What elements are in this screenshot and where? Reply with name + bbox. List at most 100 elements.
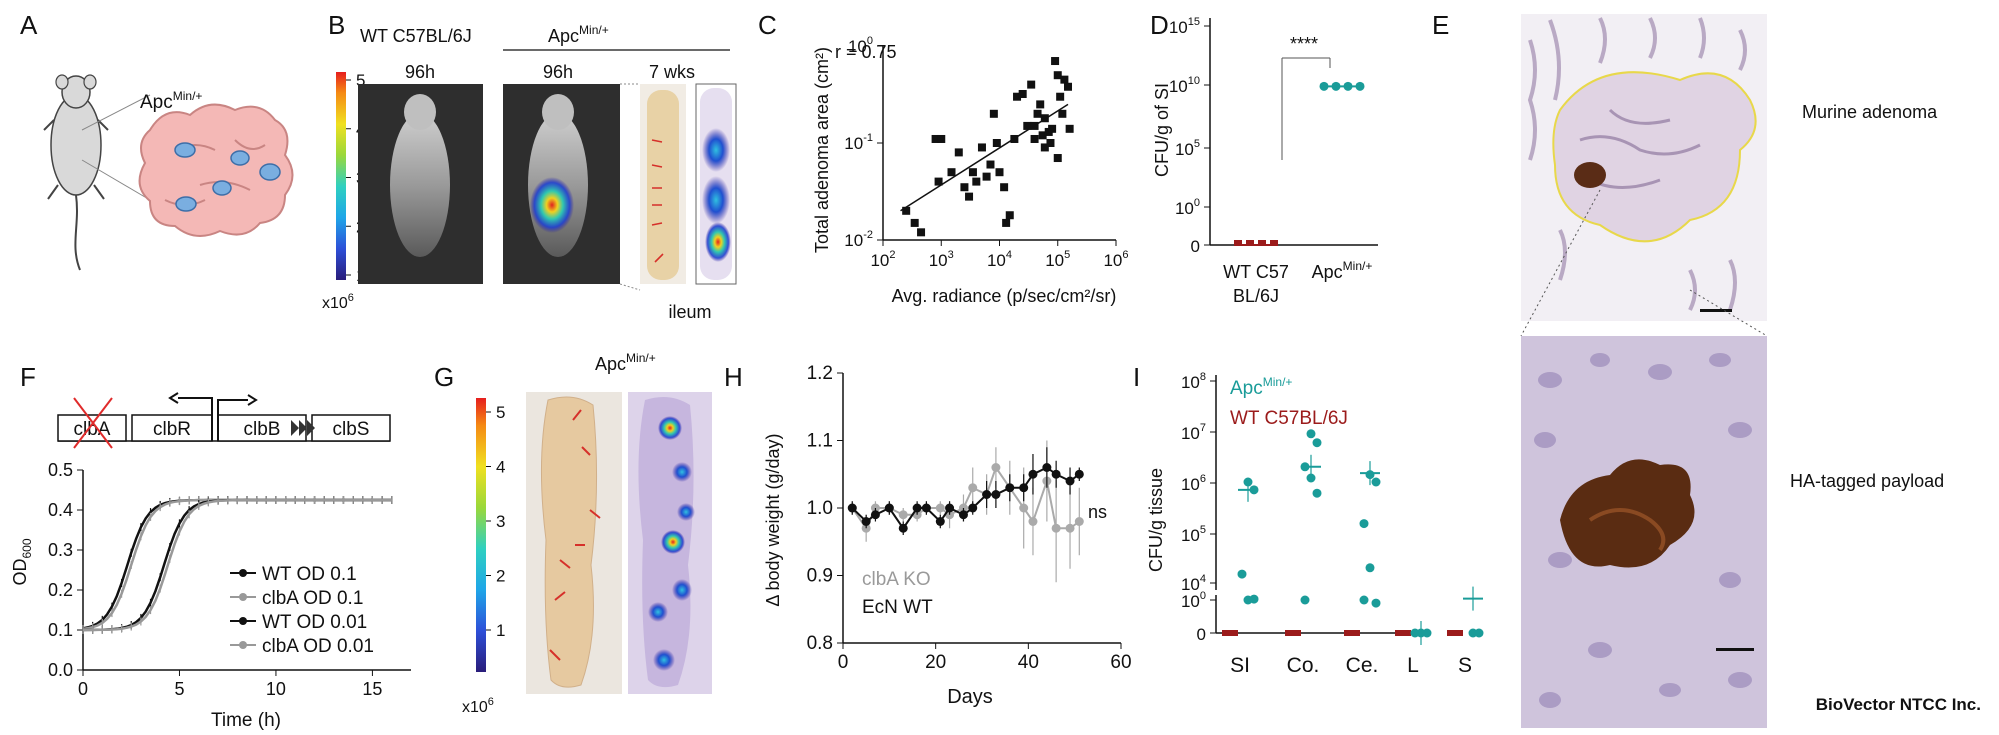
i-legend-apc: Apc xyxy=(1230,378,1263,399)
g-apc-sup: Min/+ xyxy=(626,351,656,365)
i-y-tick-label-base: 10 xyxy=(1181,373,1200,392)
h-data-point xyxy=(912,503,922,513)
c-y-tick-label-exp: 0 xyxy=(867,35,873,47)
d-ylabel: CFU/g of SI xyxy=(1152,83,1172,177)
b-time-7wk: 7 wks xyxy=(649,62,695,82)
c-data-point xyxy=(1038,131,1047,140)
d-y-tick-label: 1015 xyxy=(1169,16,1200,37)
c-y-tick-label-base: 10 xyxy=(844,231,863,250)
c-data-point xyxy=(1064,82,1073,91)
panel-letter-b: B xyxy=(328,10,345,40)
i-y-tick-label: 108 xyxy=(1181,371,1206,392)
i-y-tick-label: 105 xyxy=(1181,524,1206,545)
d-y-tick-label-exp: 0 xyxy=(1194,197,1200,209)
panel-letter-e: E xyxy=(1432,10,1449,40)
i-y-tick-label-exp: 5 xyxy=(1200,524,1206,536)
c-x-tick-label-exp: 4 xyxy=(1006,249,1012,261)
b-wt-label: WT C57BL/6J xyxy=(360,26,472,46)
c-x-tick-label-base: 10 xyxy=(987,251,1006,270)
c-data-point xyxy=(1051,57,1060,66)
h-data-point xyxy=(1074,517,1084,526)
d-significance: **** xyxy=(1290,34,1318,54)
g-cbar-exp: 6 xyxy=(488,696,494,708)
c-data-point xyxy=(1030,134,1039,143)
c-data-point xyxy=(972,177,981,186)
h-data-point xyxy=(898,523,908,533)
f-x-tick-label: 0 xyxy=(78,679,88,699)
h-data-point xyxy=(935,517,945,526)
c-data-point xyxy=(1058,109,1067,118)
i-y-tick-label: 104 xyxy=(1181,573,1206,594)
h-y-tick-label: 0.8 xyxy=(807,633,833,654)
h-data-point xyxy=(884,503,894,513)
f-growth-plot: 0 5 10 15 0.0 0.1 0.2 0.3 0.4 0.5 WT OD 0.1 clbA OD… xyxy=(48,460,411,699)
colorbar-tick-label: 3 xyxy=(496,512,505,531)
c-x-tick-label: 103 xyxy=(929,249,954,270)
h-data-point xyxy=(898,510,908,520)
i-y-tick-label-exp: 8 xyxy=(1200,371,1206,383)
h-data-point xyxy=(921,503,931,513)
d-y-tick-label-exp: 5 xyxy=(1194,138,1200,150)
svg-text:ApcMin/+: ApcMin/+ xyxy=(595,351,656,374)
c-data-point xyxy=(1002,218,1011,227)
panel-letter-d: D xyxy=(1150,10,1169,40)
c-x-tick-label-exp: 2 xyxy=(889,249,895,261)
d-y-tick-label: 1010 xyxy=(1169,75,1200,96)
svg-text:x106: x106 xyxy=(462,696,494,716)
f-y-tick-label: 0.0 xyxy=(48,660,73,680)
svg-text:x106: x106 xyxy=(322,292,354,312)
colorbar-tick-label: 5 xyxy=(356,71,365,90)
h-x-tick-label: 40 xyxy=(1018,652,1039,673)
g-cbar-scale: x10 xyxy=(462,699,488,716)
i-wt-point xyxy=(1285,630,1293,636)
i-apc-point xyxy=(1359,519,1369,529)
f-gene-box xyxy=(57,414,127,442)
i-x-tick-label: Co. xyxy=(1287,654,1320,677)
c-x-tick-label-exp: 5 xyxy=(1064,249,1070,261)
d-data-point xyxy=(1258,240,1266,246)
footer-credit: BioVector NTCC Inc. xyxy=(1816,695,1981,714)
f-x-tick-label: 5 xyxy=(174,679,184,699)
i-y-tick-label-exp: 7 xyxy=(1200,422,1206,434)
d-y-tick-label: 100 xyxy=(1175,197,1200,218)
d-y-tick-label-exp: 15 xyxy=(1188,16,1200,28)
f-gene-label: clbS xyxy=(333,419,370,440)
d-y-tick-label-base: 0 xyxy=(1191,237,1200,256)
f-y-tick-label: 0.2 xyxy=(48,580,73,600)
c-data-point xyxy=(1053,154,1062,163)
colorbar-tick-label: 5 xyxy=(496,403,505,422)
c-data-point xyxy=(1005,211,1014,220)
c-data-point xyxy=(1000,183,1009,192)
f-gene-cluster: clbA clbR clbB clbS xyxy=(57,392,391,449)
panel-g: G ApcMin/+ 5 4 3 2 1 x106 xyxy=(434,351,712,716)
i-y-tick-label-base: 0 xyxy=(1197,625,1206,644)
i-y-tick-label-exp: 0 xyxy=(1200,590,1206,602)
d-y-tick-label-base: 10 xyxy=(1175,199,1194,218)
c-data-point xyxy=(1013,92,1022,101)
c-data-point xyxy=(1056,92,1065,101)
c-data-point xyxy=(902,206,911,215)
mouse-silhouette-icon xyxy=(43,74,109,271)
c-data-point xyxy=(982,172,991,181)
genotype-sup-a: Min/+ xyxy=(173,89,203,103)
i-y-tick-label-base: 10 xyxy=(1181,424,1200,443)
h-data-point xyxy=(1019,503,1029,513)
c-data-point xyxy=(1065,124,1074,133)
panel-letter-g: G xyxy=(434,362,454,392)
f-legend-marker xyxy=(239,593,247,601)
f-legend-label: WT OD 0.01 xyxy=(262,612,367,633)
i-y-tick-label-exp: 6 xyxy=(1200,473,1206,485)
h-data-point xyxy=(1051,469,1061,479)
i-apc-point xyxy=(1371,477,1381,487)
c-y-tick-label: 10-1 xyxy=(844,132,873,153)
h-x-tick-label: 60 xyxy=(1110,652,1131,673)
h-data-point xyxy=(1028,517,1038,526)
c-ylabel: Total adenoma area (cm²) xyxy=(812,47,832,253)
panel-letter-c: C xyxy=(758,10,777,40)
i-wt-point xyxy=(1403,630,1411,636)
c-data-point xyxy=(995,168,1004,177)
h-y-tick-label: 1.2 xyxy=(807,363,833,384)
h-legend-ko: clbA KO xyxy=(862,569,931,590)
